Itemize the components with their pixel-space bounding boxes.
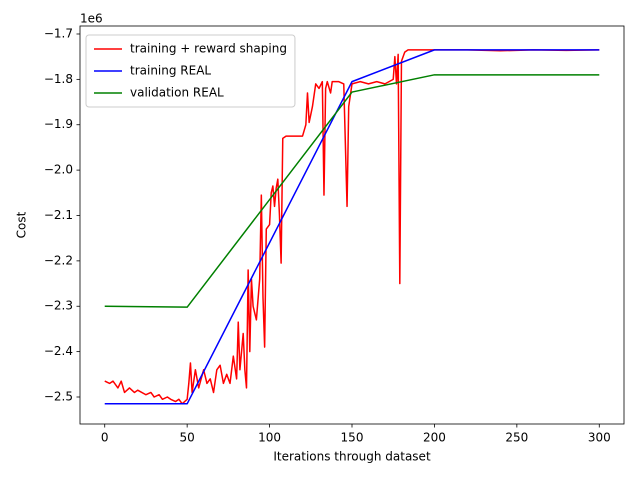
x-tick-label: 100 — [258, 431, 281, 445]
y-tick-label: −2.3 — [44, 299, 73, 313]
series-line — [104, 49, 600, 405]
legend-box — [85, 34, 296, 108]
y-tick-label: −1.7 — [44, 26, 73, 40]
y-tick-label: −2.5 — [44, 390, 73, 404]
x-axis-label: Iterations through dataset — [273, 450, 431, 464]
y-tick-label: −2.2 — [44, 253, 73, 267]
y-tick-label: −2.0 — [44, 163, 73, 177]
legend-label: training + reward shaping — [130, 42, 287, 56]
legend-label: validation REAL — [130, 86, 224, 100]
x-tick-label: 300 — [588, 431, 611, 445]
x-tick-label: 0 — [101, 431, 109, 445]
x-tick-label: 50 — [180, 431, 195, 445]
y-axis-label: Cost — [15, 211, 29, 238]
legend: training + reward shaping training REAL va… — [85, 34, 296, 108]
y-tick-label: −1.9 — [44, 117, 73, 131]
x-tick-label: 250 — [505, 431, 528, 445]
x-tick-label: 150 — [341, 431, 364, 445]
y-tick-label: −2.1 — [44, 208, 73, 222]
x-tick-label: 200 — [423, 431, 446, 445]
y-offset-text: 1e6 — [80, 12, 103, 26]
y-tick-label: −1.8 — [44, 72, 73, 86]
series-line — [104, 74, 600, 308]
y-tick-label: −2.4 — [44, 344, 73, 358]
series-line — [104, 49, 600, 405]
legend-label: training REAL — [130, 64, 211, 78]
plot-group — [104, 49, 600, 405]
